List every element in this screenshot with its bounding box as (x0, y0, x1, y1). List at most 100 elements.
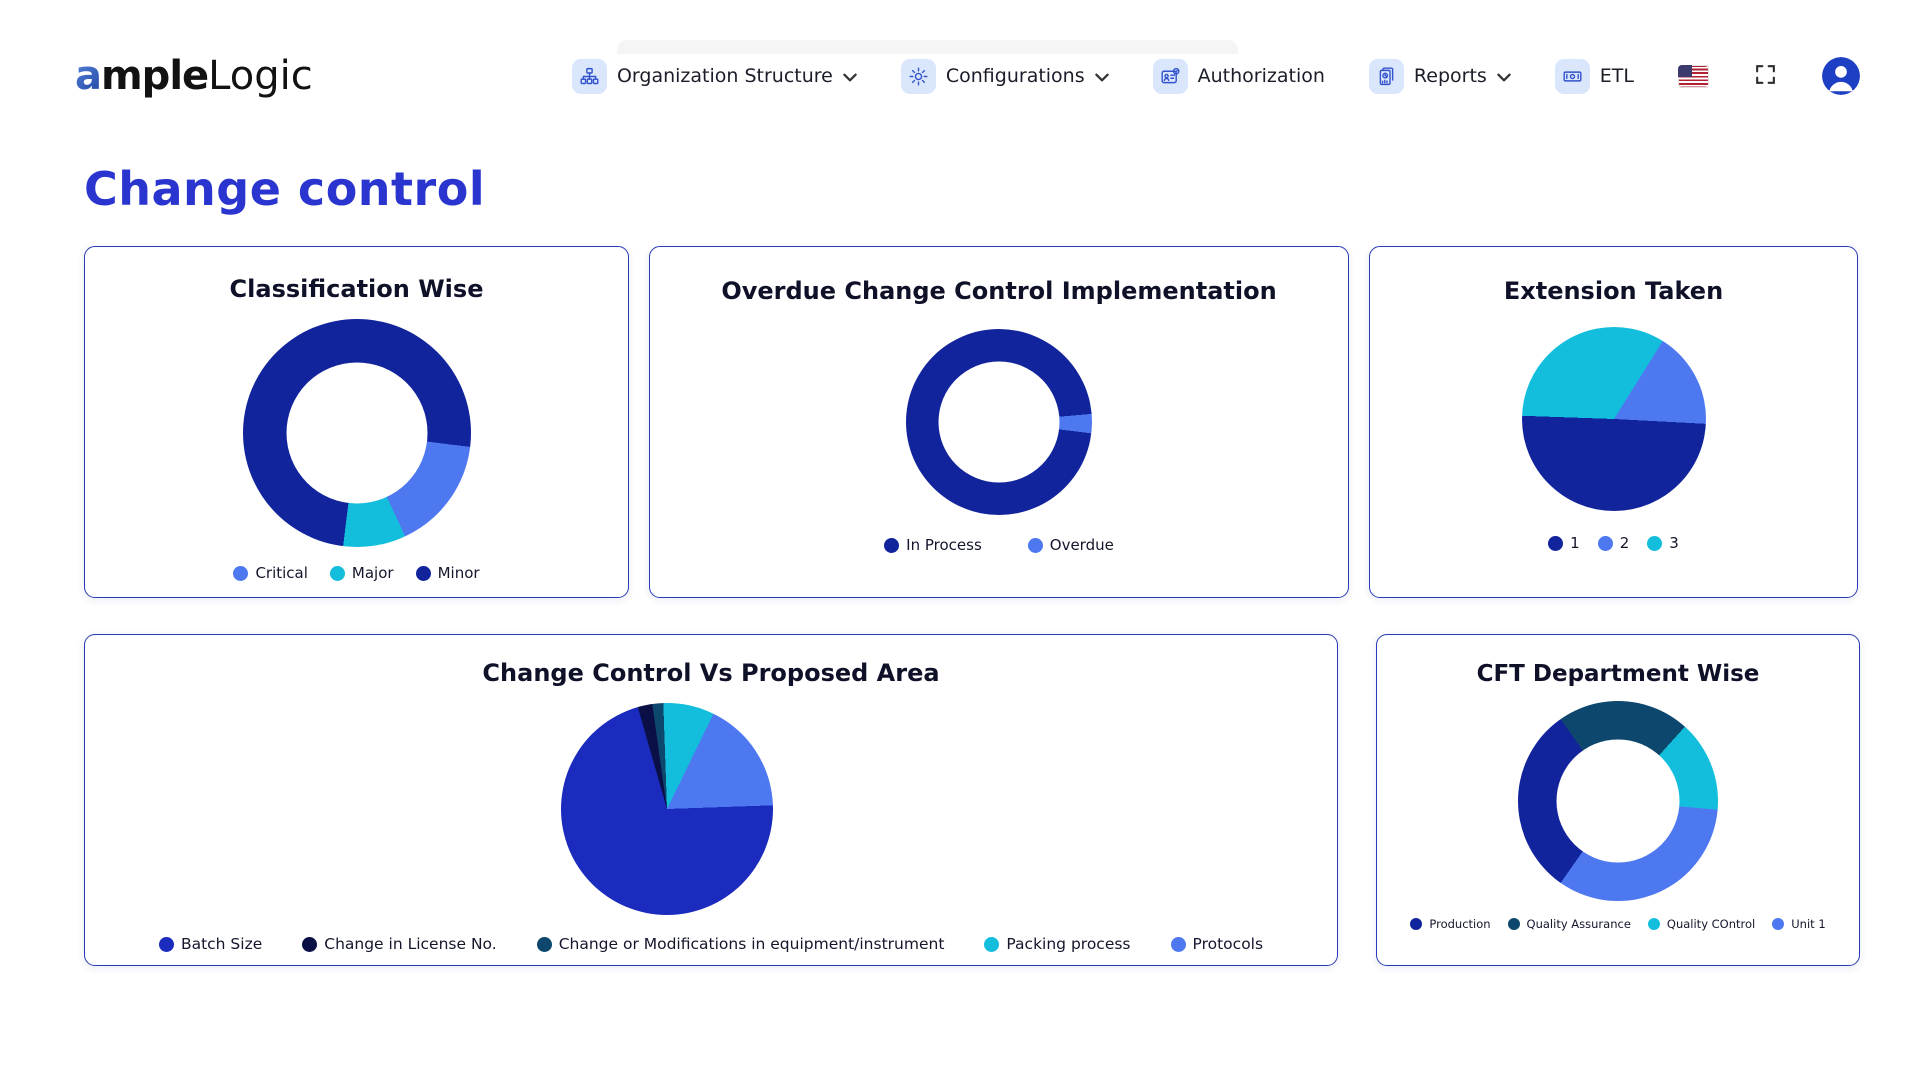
banknote-icon (1554, 58, 1590, 94)
top-header: a mple Logic Organization Structure Config… (0, 0, 1920, 128)
nav-item-configurations[interactable]: Configurations (900, 58, 1109, 94)
legend-item[interactable]: Change in License No. (302, 935, 497, 953)
legend-label: Critical (255, 564, 308, 582)
chevron-down-icon (1094, 67, 1109, 86)
legend-dot (302, 936, 318, 952)
donut-chart-cft-department-wise[interactable] (1518, 701, 1718, 901)
legend-label: Production (1429, 917, 1491, 931)
legend-dot (1647, 535, 1663, 551)
card-extension-taken: Extension Taken 1 2 3 (1369, 246, 1858, 598)
legend-item[interactable]: Minor (415, 564, 480, 582)
legend-label: 3 (1669, 534, 1679, 552)
legend-dot (329, 565, 345, 581)
card-classification-wise: Classification Wise Critical Major Minor (84, 246, 629, 598)
pie-chart-change-vs-proposed-area[interactable] (561, 703, 773, 915)
legend-dot (1170, 936, 1186, 952)
chart-title: Classification Wise (229, 275, 484, 303)
us-flag-icon[interactable] (1678, 64, 1709, 88)
page-title: Change control (84, 162, 486, 216)
legend-dot (1772, 918, 1785, 930)
legend-item[interactable]: Packing process (984, 935, 1131, 953)
legend-item[interactable]: Protocols (1170, 935, 1264, 953)
logo-logic-text: Logic (208, 53, 313, 99)
legend-item[interactable]: Overdue (1027, 536, 1114, 554)
legend-label: Protocols (1192, 935, 1264, 953)
legend-item[interactable]: Major (329, 564, 394, 582)
legend-dot (1507, 918, 1520, 930)
dashboard-main: Change control Classification Wise Criti… (0, 162, 1920, 966)
card-change-vs-proposed-area: Change Control Vs Proposed Area Batch Si… (84, 634, 1338, 966)
nav-item-etl[interactable]: ETL (1554, 58, 1634, 94)
chart-legend: Batch Size Change in License No. Change or… (158, 935, 1264, 953)
legend-dot (884, 537, 900, 553)
fullscreen-icon[interactable] (1753, 62, 1778, 91)
donut-chart-classification-wise[interactable] (242, 319, 471, 547)
chart-legend: Production Quality Assurance Quality COntr… (1410, 917, 1826, 931)
legend-label: Packing process (1006, 935, 1131, 953)
report-icon (1368, 58, 1404, 94)
nav-label: Authorization (1197, 65, 1325, 87)
legend-label: Quality COntrol (1666, 917, 1756, 931)
chart-title: Extension Taken (1503, 277, 1724, 305)
charts-row-1: Classification Wise Critical Major Minor O… (84, 246, 1860, 598)
legend-item[interactable]: 2 (1597, 534, 1630, 552)
legend-label: Change or Modifications in equipment/ins… (558, 935, 945, 953)
legend-dot (1410, 918, 1423, 930)
card-overdue-implementation: Overdue Change Control Implementation In… (649, 246, 1349, 598)
card-cft-department-wise: CFT Department Wise Production Quality As… (1376, 634, 1860, 966)
nav-label: ETL (1599, 65, 1634, 87)
legend-item[interactable]: Unit 1 (1772, 917, 1826, 931)
chart-title: Change Control Vs Proposed Area (482, 659, 940, 687)
chart-title: Overdue Change Control Implementation (721, 277, 1277, 305)
legend-dot (158, 936, 174, 952)
legend-item[interactable]: 3 (1647, 534, 1679, 552)
legend-label: Major (351, 564, 394, 582)
donut-hole (1556, 739, 1680, 863)
nav-item-reports[interactable]: Reports (1368, 58, 1511, 94)
brand-logo: a mple Logic (75, 53, 313, 99)
chart-legend: In Process Overdue (884, 536, 1114, 554)
user-avatar[interactable] (1822, 57, 1860, 95)
donut-hole (938, 361, 1060, 483)
nav-item-authorization[interactable]: Authorization (1152, 58, 1325, 94)
legend-label: 1 (1570, 534, 1580, 552)
legend-label: Batch Size (180, 935, 263, 953)
legend-dot (984, 936, 1000, 952)
legend-dot (415, 565, 431, 581)
pie-chart-extension-taken[interactable] (1521, 327, 1706, 511)
chart-legend: Critical Major Minor (233, 564, 480, 582)
legend-label: Quality Assurance (1526, 917, 1631, 931)
legend-label: Change in License No. (324, 935, 497, 953)
charts-row-2: Change Control Vs Proposed Area Batch Si… (84, 634, 1860, 966)
legend-dot (536, 936, 552, 952)
legend-label: 2 (1619, 534, 1630, 552)
flag-canton (1678, 64, 1692, 77)
nav-item-organization-structure[interactable]: Organization Structure (571, 58, 857, 94)
legend-item[interactable]: Quality COntrol (1647, 917, 1756, 931)
org-chart-icon (571, 58, 607, 94)
legend-item[interactable]: Quality Assurance (1507, 917, 1631, 931)
legend-item[interactable]: Batch Size (158, 935, 263, 953)
legend-item[interactable]: Change or Modifications in equipment/ins… (536, 935, 945, 953)
nav-highlight-bar (617, 40, 1238, 54)
legend-item[interactable]: Critical (233, 564, 308, 582)
nav-label: Configurations (945, 65, 1085, 87)
legend-dot (233, 565, 249, 581)
chevron-down-icon (843, 67, 857, 86)
gear-icon (900, 58, 936, 94)
logo-a-glyph: a (75, 53, 102, 99)
legend-item[interactable]: Production (1410, 917, 1491, 931)
legend-item[interactable]: In Process (884, 536, 982, 554)
donut-chart-overdue-implementation[interactable] (906, 329, 1092, 515)
logo-ample-text: mple (101, 53, 209, 99)
donut-hole (286, 362, 427, 504)
legend-item[interactable]: 1 (1548, 534, 1580, 552)
legend-dot (1027, 537, 1043, 553)
legend-dot (1647, 918, 1660, 930)
legend-dot (1548, 535, 1564, 551)
chevron-down-icon (1497, 67, 1511, 86)
chart-title: CFT Department Wise (1476, 661, 1760, 687)
legend-label: Overdue (1049, 536, 1114, 554)
legend-label: Minor (437, 564, 480, 582)
id-badge-icon (1152, 58, 1188, 94)
